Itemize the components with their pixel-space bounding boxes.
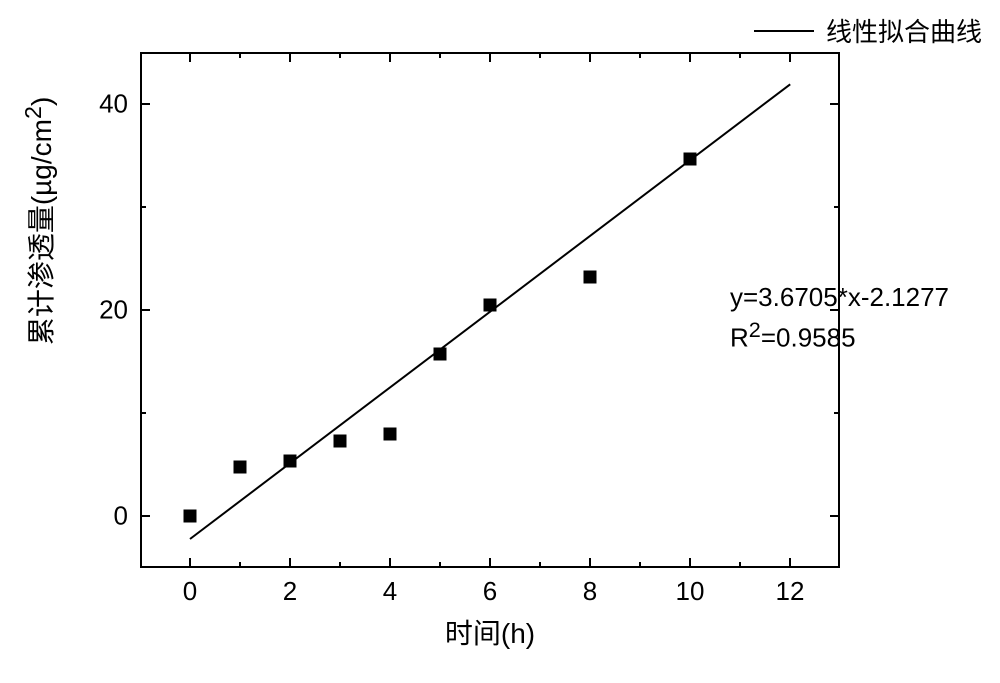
- x-tick-major: [389, 558, 391, 568]
- y-tick-minor-right: [834, 206, 840, 208]
- x-tick-minor: [739, 562, 741, 568]
- x-tick-major-top: [389, 52, 391, 62]
- x-tick-major-top: [489, 52, 491, 62]
- x-tick-label: 4: [383, 576, 397, 607]
- y-tick-major-right: [830, 103, 840, 105]
- chart-container: 累计渗透量(µg/cm2) 时间(h) 线性拟合曲线 y=3.6705*x-2.…: [0, 0, 1000, 683]
- y-tick-major-right: [830, 515, 840, 517]
- y-tick-minor-right: [834, 412, 840, 414]
- x-tick-minor: [439, 562, 441, 568]
- x-tick-minor-top: [539, 52, 541, 58]
- x-tick-major: [289, 558, 291, 568]
- data-point: [684, 153, 697, 166]
- y-tick-label: 0: [114, 501, 128, 532]
- y-tick-minor: [140, 206, 146, 208]
- x-tick-minor-top: [739, 52, 741, 58]
- data-point: [234, 460, 247, 473]
- data-point: [434, 348, 447, 361]
- x-tick-major-top: [789, 52, 791, 62]
- y-axis-label-suffix: ): [26, 97, 57, 106]
- x-tick-label: 0: [183, 576, 197, 607]
- x-tick-major-top: [689, 52, 691, 62]
- x-tick-minor-top: [439, 52, 441, 58]
- x-tick-label: 10: [676, 576, 705, 607]
- legend: 线性拟合曲线: [754, 12, 982, 49]
- fit-annotation: y=3.6705*x-2.1277 R2=0.9585: [730, 280, 949, 356]
- x-tick-major: [489, 558, 491, 568]
- y-tick-major: [140, 309, 150, 311]
- data-point: [334, 435, 347, 448]
- x-axis-label-text: 时间(h): [445, 618, 535, 649]
- x-tick-major: [589, 558, 591, 568]
- x-tick-label: 12: [776, 576, 805, 607]
- data-point: [184, 510, 197, 523]
- x-tick-minor: [239, 562, 241, 568]
- x-tick-minor-top: [339, 52, 341, 58]
- x-axis-label: 时间(h): [140, 612, 840, 652]
- x-tick-major: [189, 558, 191, 568]
- x-tick-major: [689, 558, 691, 568]
- x-tick-major-top: [289, 52, 291, 62]
- legend-line-icon: [754, 30, 814, 32]
- x-tick-label: 2: [283, 576, 297, 607]
- y-axis-label-sup: 2: [20, 106, 46, 119]
- y-tick-label: 20: [99, 295, 128, 326]
- x-tick-label: 8: [583, 576, 597, 607]
- x-tick-minor: [639, 562, 641, 568]
- x-tick-label: 6: [483, 576, 497, 607]
- x-tick-major-top: [589, 52, 591, 62]
- y-tick-major: [140, 515, 150, 517]
- y-axis-label: 累计渗透量(µg/cm2): [20, 285, 60, 345]
- y-tick-label: 40: [99, 88, 128, 119]
- x-tick-minor: [539, 562, 541, 568]
- y-axis-label-prefix: 累计渗透量(µg/cm: [26, 119, 57, 345]
- data-point: [384, 427, 397, 440]
- x-tick-minor-top: [639, 52, 641, 58]
- data-point: [584, 270, 597, 283]
- x-tick-minor: [339, 562, 341, 568]
- x-tick-minor-top: [239, 52, 241, 58]
- legend-label: 线性拟合曲线: [826, 12, 982, 49]
- y-tick-major-right: [830, 309, 840, 311]
- x-tick-major: [789, 558, 791, 568]
- fit-r2: R2=0.9585: [730, 315, 949, 356]
- y-tick-minor: [140, 412, 146, 414]
- y-tick-major: [140, 103, 150, 105]
- data-point: [284, 454, 297, 467]
- x-tick-major-top: [189, 52, 191, 62]
- data-point: [484, 298, 497, 311]
